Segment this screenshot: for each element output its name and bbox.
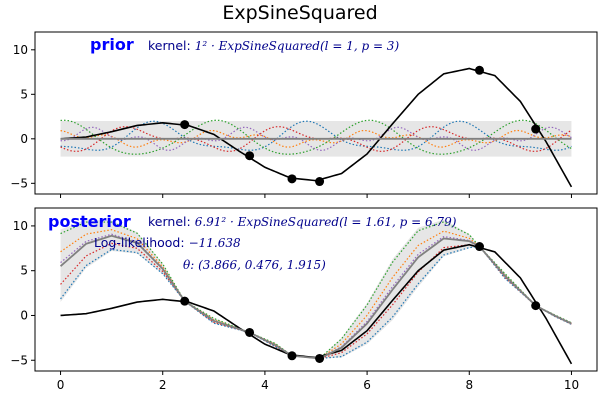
posterior-observation-point (180, 296, 190, 306)
prior-axes-frame (34, 31, 598, 195)
posterior-observation-point (287, 351, 297, 361)
prior-ytick-label: −5 (10, 176, 28, 190)
posterior-observation-point (245, 327, 255, 337)
prior-ytick-label: 5 (20, 87, 28, 101)
prior-ytick-label: 10 (13, 43, 28, 57)
prior-observation-point (287, 174, 297, 184)
posterior-ytick-label: 0 (20, 308, 28, 322)
posterior-label: posterior (48, 212, 131, 231)
posterior-axes-frame (34, 207, 598, 372)
prior-observation-point (474, 65, 484, 75)
figure-title: ExpSineSquared (222, 2, 377, 24)
posterior-axes: 0 2 4 6 8 10 −5 0 5 10 (10, 219, 579, 392)
posterior-xtick-label: 2 (159, 378, 167, 392)
posterior-ytick-label: −5 (10, 353, 28, 367)
posterior-xtick-label: 8 (465, 378, 473, 392)
prior-plot-area (60, 65, 573, 188)
posterior-loglik-annotation: Log-likelihood: −11.638 (94, 235, 241, 250)
posterior-loglik-prefix: Log-likelihood: (94, 235, 189, 250)
posterior-ytick-label: 10 (13, 219, 28, 233)
prior-observation-point (180, 120, 190, 130)
posterior-observation-point (531, 301, 541, 311)
posterior-kernel-annotation: kernel: 6.91² · ExpSineSquared(l = 1.61,… (148, 214, 457, 229)
prior-kernel-prefix: kernel: (148, 38, 195, 53)
posterior-plot-area (59, 219, 573, 365)
posterior-loglik-value: −11.638 (189, 236, 241, 250)
posterior-ytick-label: 5 (20, 264, 28, 278)
posterior-kernel-prefix: kernel: (148, 214, 195, 229)
posterior-uncertainty-band (60, 219, 572, 359)
posterior-kernel-math: 6.91² · ExpSineSquared(l = 1.61, p = 6.7… (195, 215, 457, 229)
posterior-theta-annotation: θ: (3.866, 0.476, 1.915) (183, 258, 326, 272)
prior-observation-point (245, 151, 255, 161)
prior-axes: −5 0 5 10 (10, 43, 572, 198)
prior-panel: −5 0 5 10 prior kernel: 1² · ExpSineSquared… (10, 31, 598, 198)
prior-kernel-annotation: kernel: 1² · ExpSineSquared(l = 1, p = 3… (148, 38, 399, 53)
posterior-xtick-label: 6 (363, 378, 371, 392)
prior-observation-point (531, 124, 541, 134)
posterior-observation-point (315, 353, 325, 363)
prior-sample-line-2 (60, 129, 572, 148)
prior-ytick-label: 0 (20, 132, 28, 146)
posterior-xtick-label: 0 (57, 378, 65, 392)
prior-label: prior (90, 35, 134, 54)
posterior-panel: 0 2 4 6 8 10 −5 0 5 10 posterior kernel: 6.91² · … (10, 207, 598, 392)
posterior-observation-point (474, 242, 484, 252)
posterior-xtick-label: 4 (261, 378, 269, 392)
posterior-mean-line (59, 234, 572, 360)
prior-kernel-math: 1² · ExpSineSquared(l = 1, p = 3) (195, 39, 400, 53)
posterior-xtick-label: 10 (564, 378, 579, 392)
prior-observation-point (315, 177, 325, 187)
